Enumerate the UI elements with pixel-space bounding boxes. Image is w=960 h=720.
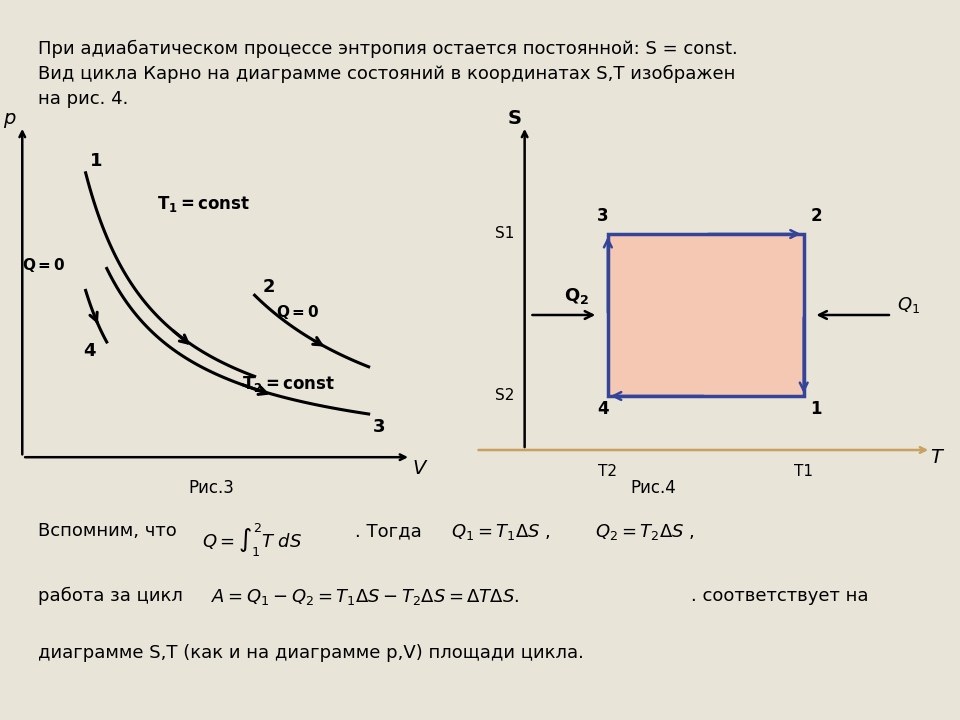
Text: S1: S1: [495, 227, 515, 241]
Text: работа за цикл: работа за цикл: [38, 587, 183, 605]
Text: p: p: [4, 109, 15, 128]
Text: $Q_1$: $Q_1$: [897, 294, 920, 315]
Text: 4: 4: [84, 343, 96, 361]
Text: При адиабатическом процессе энтропия остается постоянной: S = const.: При адиабатическом процессе энтропия ост…: [38, 40, 738, 58]
Text: $A = Q_1 - Q_2 = T_1\Delta S - T_2\Delta S = \Delta T\Delta S.$: $A = Q_1 - Q_2 = T_1\Delta S - T_2\Delta…: [211, 587, 519, 607]
Text: T: T: [930, 448, 942, 467]
Text: V: V: [413, 459, 426, 477]
Text: $Q_2 = T_2\Delta S$ ,: $Q_2 = T_2\Delta S$ ,: [595, 522, 695, 542]
Text: 2: 2: [263, 278, 276, 296]
Text: $Q_1 = T_1\Delta S$ ,: $Q_1 = T_1\Delta S$ ,: [451, 522, 551, 542]
Text: 2: 2: [810, 207, 822, 225]
Text: 3: 3: [372, 418, 385, 436]
Text: T1: T1: [794, 464, 813, 480]
Text: 1: 1: [810, 400, 822, 418]
Text: Вспомним, что: Вспомним, что: [38, 522, 178, 540]
Text: на рис. 4.: на рис. 4.: [38, 90, 129, 108]
Text: Рис.4: Рис.4: [630, 479, 676, 497]
Text: $\mathbf{T_1 = const}$: $\mathbf{T_1 = const}$: [157, 194, 251, 214]
Text: $\mathbf{Q_2}$: $\mathbf{Q_2}$: [564, 286, 589, 305]
Text: $Q = \int_1^2 T\; dS$: $Q = \int_1^2 T\; dS$: [202, 522, 301, 559]
Text: . Тогда: . Тогда: [355, 522, 422, 540]
Bar: [608, 234, 804, 396]
Text: $\mathbf{Q=0}$: $\mathbf{Q=0}$: [276, 303, 320, 321]
Text: диаграмме S,T (как и на диаграмме p,V) площади цикла.: диаграмме S,T (как и на диаграмме p,V) п…: [38, 644, 585, 662]
Text: Вид цикла Карно на диаграмме состояний в координатах S,T изображен: Вид цикла Карно на диаграмме состояний в…: [38, 65, 735, 83]
Text: T2: T2: [598, 464, 617, 480]
Text: $\mathbf{Q=0}$: $\mathbf{Q=0}$: [22, 256, 66, 274]
Text: $\mathbf{T_2 = const}$: $\mathbf{T_2 = const}$: [242, 374, 335, 394]
Text: 4: 4: [597, 400, 609, 418]
Text: 3: 3: [597, 207, 609, 225]
Text: 1: 1: [90, 152, 103, 170]
Text: S: S: [508, 109, 522, 128]
Text: . соответствует на: . соответствует на: [691, 587, 869, 605]
Text: Рис.3: Рис.3: [188, 479, 234, 497]
Text: S2: S2: [495, 389, 515, 403]
